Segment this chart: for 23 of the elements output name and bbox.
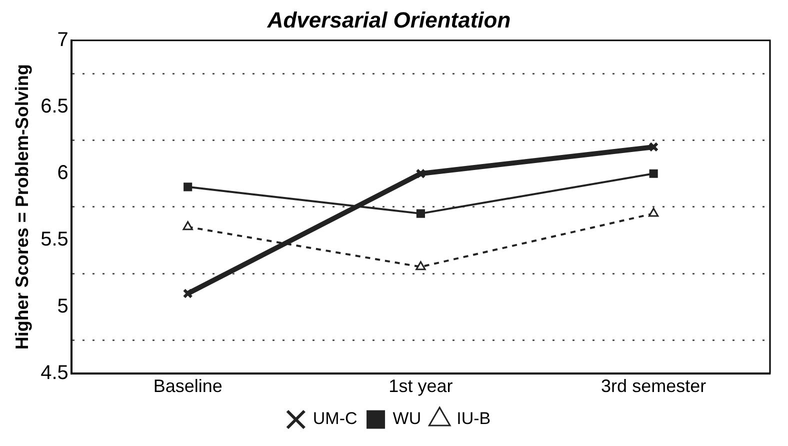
y-tick-label: 6.5 [40,96,68,118]
point [182,288,193,299]
point [184,182,192,192]
y-tick-label: 6 [57,162,68,184]
point [648,208,659,217]
legend-label: IU-B [456,409,491,428]
point [416,168,426,179]
point [182,221,193,230]
legend-label: WU [392,409,422,428]
point [416,209,425,218]
x-tick-label: Baseline [153,376,222,396]
y-tick-label: 7 [57,28,68,51]
y-tick-label: 5 [57,295,68,318]
point [416,261,426,270]
legend-label: UM-C [312,409,358,428]
x-tick-label: 3rd semester [601,376,706,396]
x-tick-label: 1st year [388,376,453,396]
point [649,169,658,178]
y-tick-label: 4.5 [40,362,68,384]
chart-title: Adversarial Orientation [266,7,511,32]
point [648,142,659,152]
y-tick-label: 5.5 [40,228,68,251]
y-axis-title: Higher Scores = Problem-Solving [12,64,32,350]
